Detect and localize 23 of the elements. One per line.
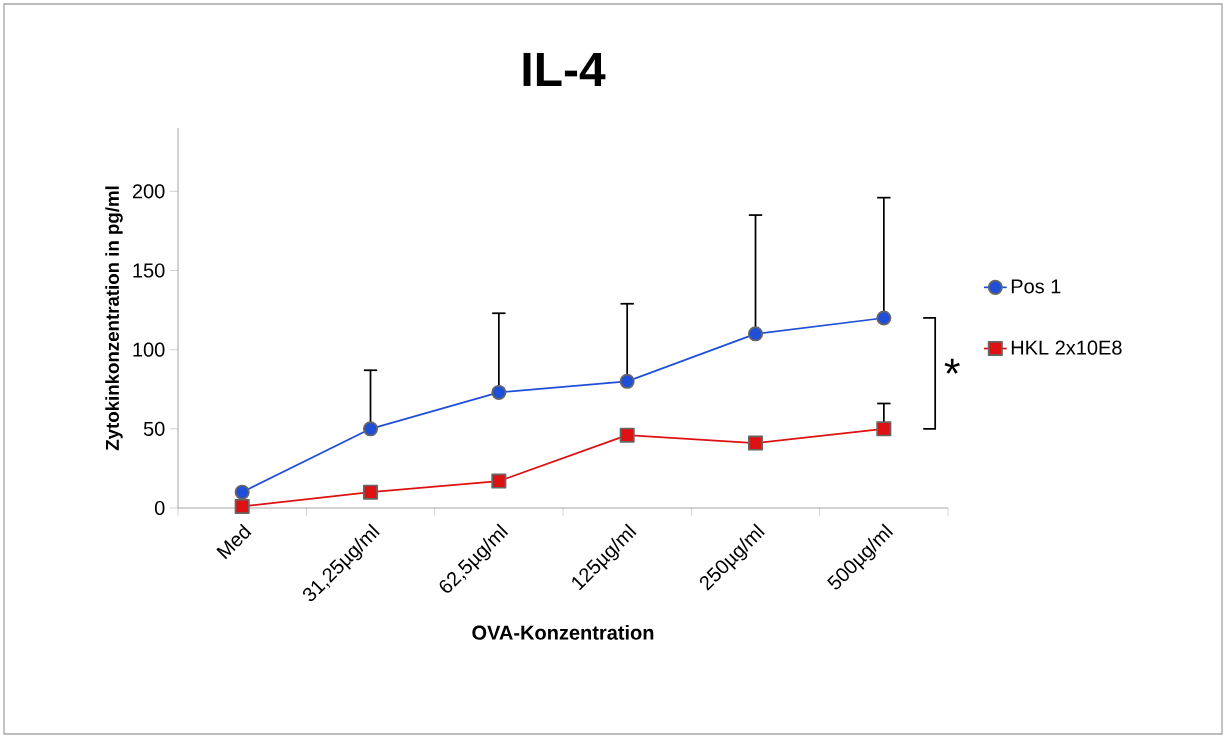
- point: [491, 473, 507, 489]
- point: [234, 498, 250, 514]
- point: [362, 421, 379, 437]
- y-tick-label: 200: [132, 184, 165, 199]
- y-tick-label: 100: [133, 342, 165, 357]
- y-tick-label: 50: [143, 421, 165, 436]
- point: [747, 435, 764, 451]
- point: [747, 326, 764, 342]
- point: [491, 384, 507, 400]
- point: [362, 484, 379, 500]
- point: [876, 310, 892, 326]
- x-axis-title: OVA-Konzentration: [472, 625, 654, 640]
- point: [876, 421, 892, 437]
- point: [234, 484, 250, 500]
- point: [619, 373, 635, 389]
- y-tick-label: 0: [154, 500, 165, 516]
- legend-label: Pos 1: [1011, 279, 1061, 294]
- y-axis-title: Zytokinkonzentration in pg/ml: [105, 186, 123, 451]
- annotation: *: [944, 358, 960, 374]
- y-tick-label: 150: [133, 263, 165, 278]
- point: [619, 427, 635, 443]
- legend-label: HKL 2x10E8: [1011, 340, 1122, 355]
- chart-title: IL-4: [523, 52, 606, 86]
